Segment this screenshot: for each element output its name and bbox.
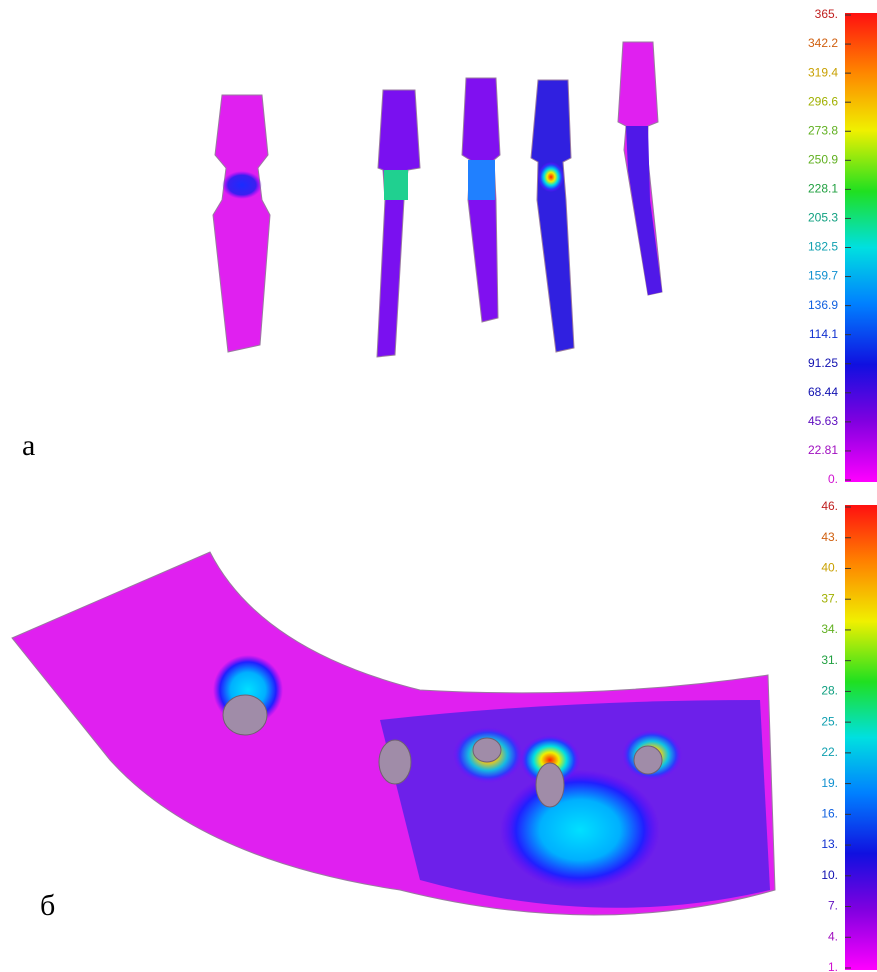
scale-label: 10. xyxy=(821,868,838,882)
color-bar xyxy=(845,505,877,970)
scale-label: 182.5 xyxy=(808,240,838,254)
scale-label: 136.9 xyxy=(808,298,838,312)
scale-label: 228.1 xyxy=(808,182,838,196)
scale-label: 342.2 xyxy=(808,36,838,50)
page: а 365. 342.2 319.4 296.6 273.8 250.9 228.1 205.3… xyxy=(0,0,877,972)
scale-label: 45.63 xyxy=(808,414,838,428)
scale-label: 34. xyxy=(821,622,838,636)
scale-label: 7. xyxy=(828,899,838,913)
scale-label: 365. xyxy=(815,7,838,21)
scale-label: 68.44 xyxy=(808,385,838,399)
scale-label: 114.1 xyxy=(809,327,838,341)
scale-label: 19. xyxy=(821,776,838,790)
scale-label: 91.25 xyxy=(808,356,838,370)
scale-label: 37. xyxy=(821,591,838,605)
scale-label: 22. xyxy=(821,745,838,759)
scale-label: 4. xyxy=(828,929,838,943)
jaw xyxy=(12,552,775,915)
scale-label: 22.81 xyxy=(808,443,838,457)
scale-label: 159.7 xyxy=(808,269,838,283)
scale-label: 319.4 xyxy=(808,65,838,79)
scale-label: 43. xyxy=(821,530,838,544)
implants xyxy=(213,42,662,357)
panel-label: а xyxy=(22,429,35,462)
scale-label: 16. xyxy=(821,807,838,821)
scale-label: 40. xyxy=(821,561,838,575)
scale-label: 25. xyxy=(821,714,838,728)
scale-label: 296.6 xyxy=(808,94,838,108)
scale-label: 205.3 xyxy=(808,211,838,225)
scale-label: 13. xyxy=(821,837,838,851)
scale-label: 250.9 xyxy=(808,152,838,166)
scale-label: 28. xyxy=(821,684,838,698)
scale-label: 1. xyxy=(828,960,838,972)
figure: а 365. 342.2 319.4 296.6 273.8 250.9 228.1 205.3… xyxy=(0,0,877,972)
panel-label: б xyxy=(40,889,55,922)
scale-label: 31. xyxy=(821,653,838,667)
scale-label: 273.8 xyxy=(808,123,838,137)
scale-label: 0. xyxy=(828,472,838,486)
scale-label: 46. xyxy=(821,499,838,513)
